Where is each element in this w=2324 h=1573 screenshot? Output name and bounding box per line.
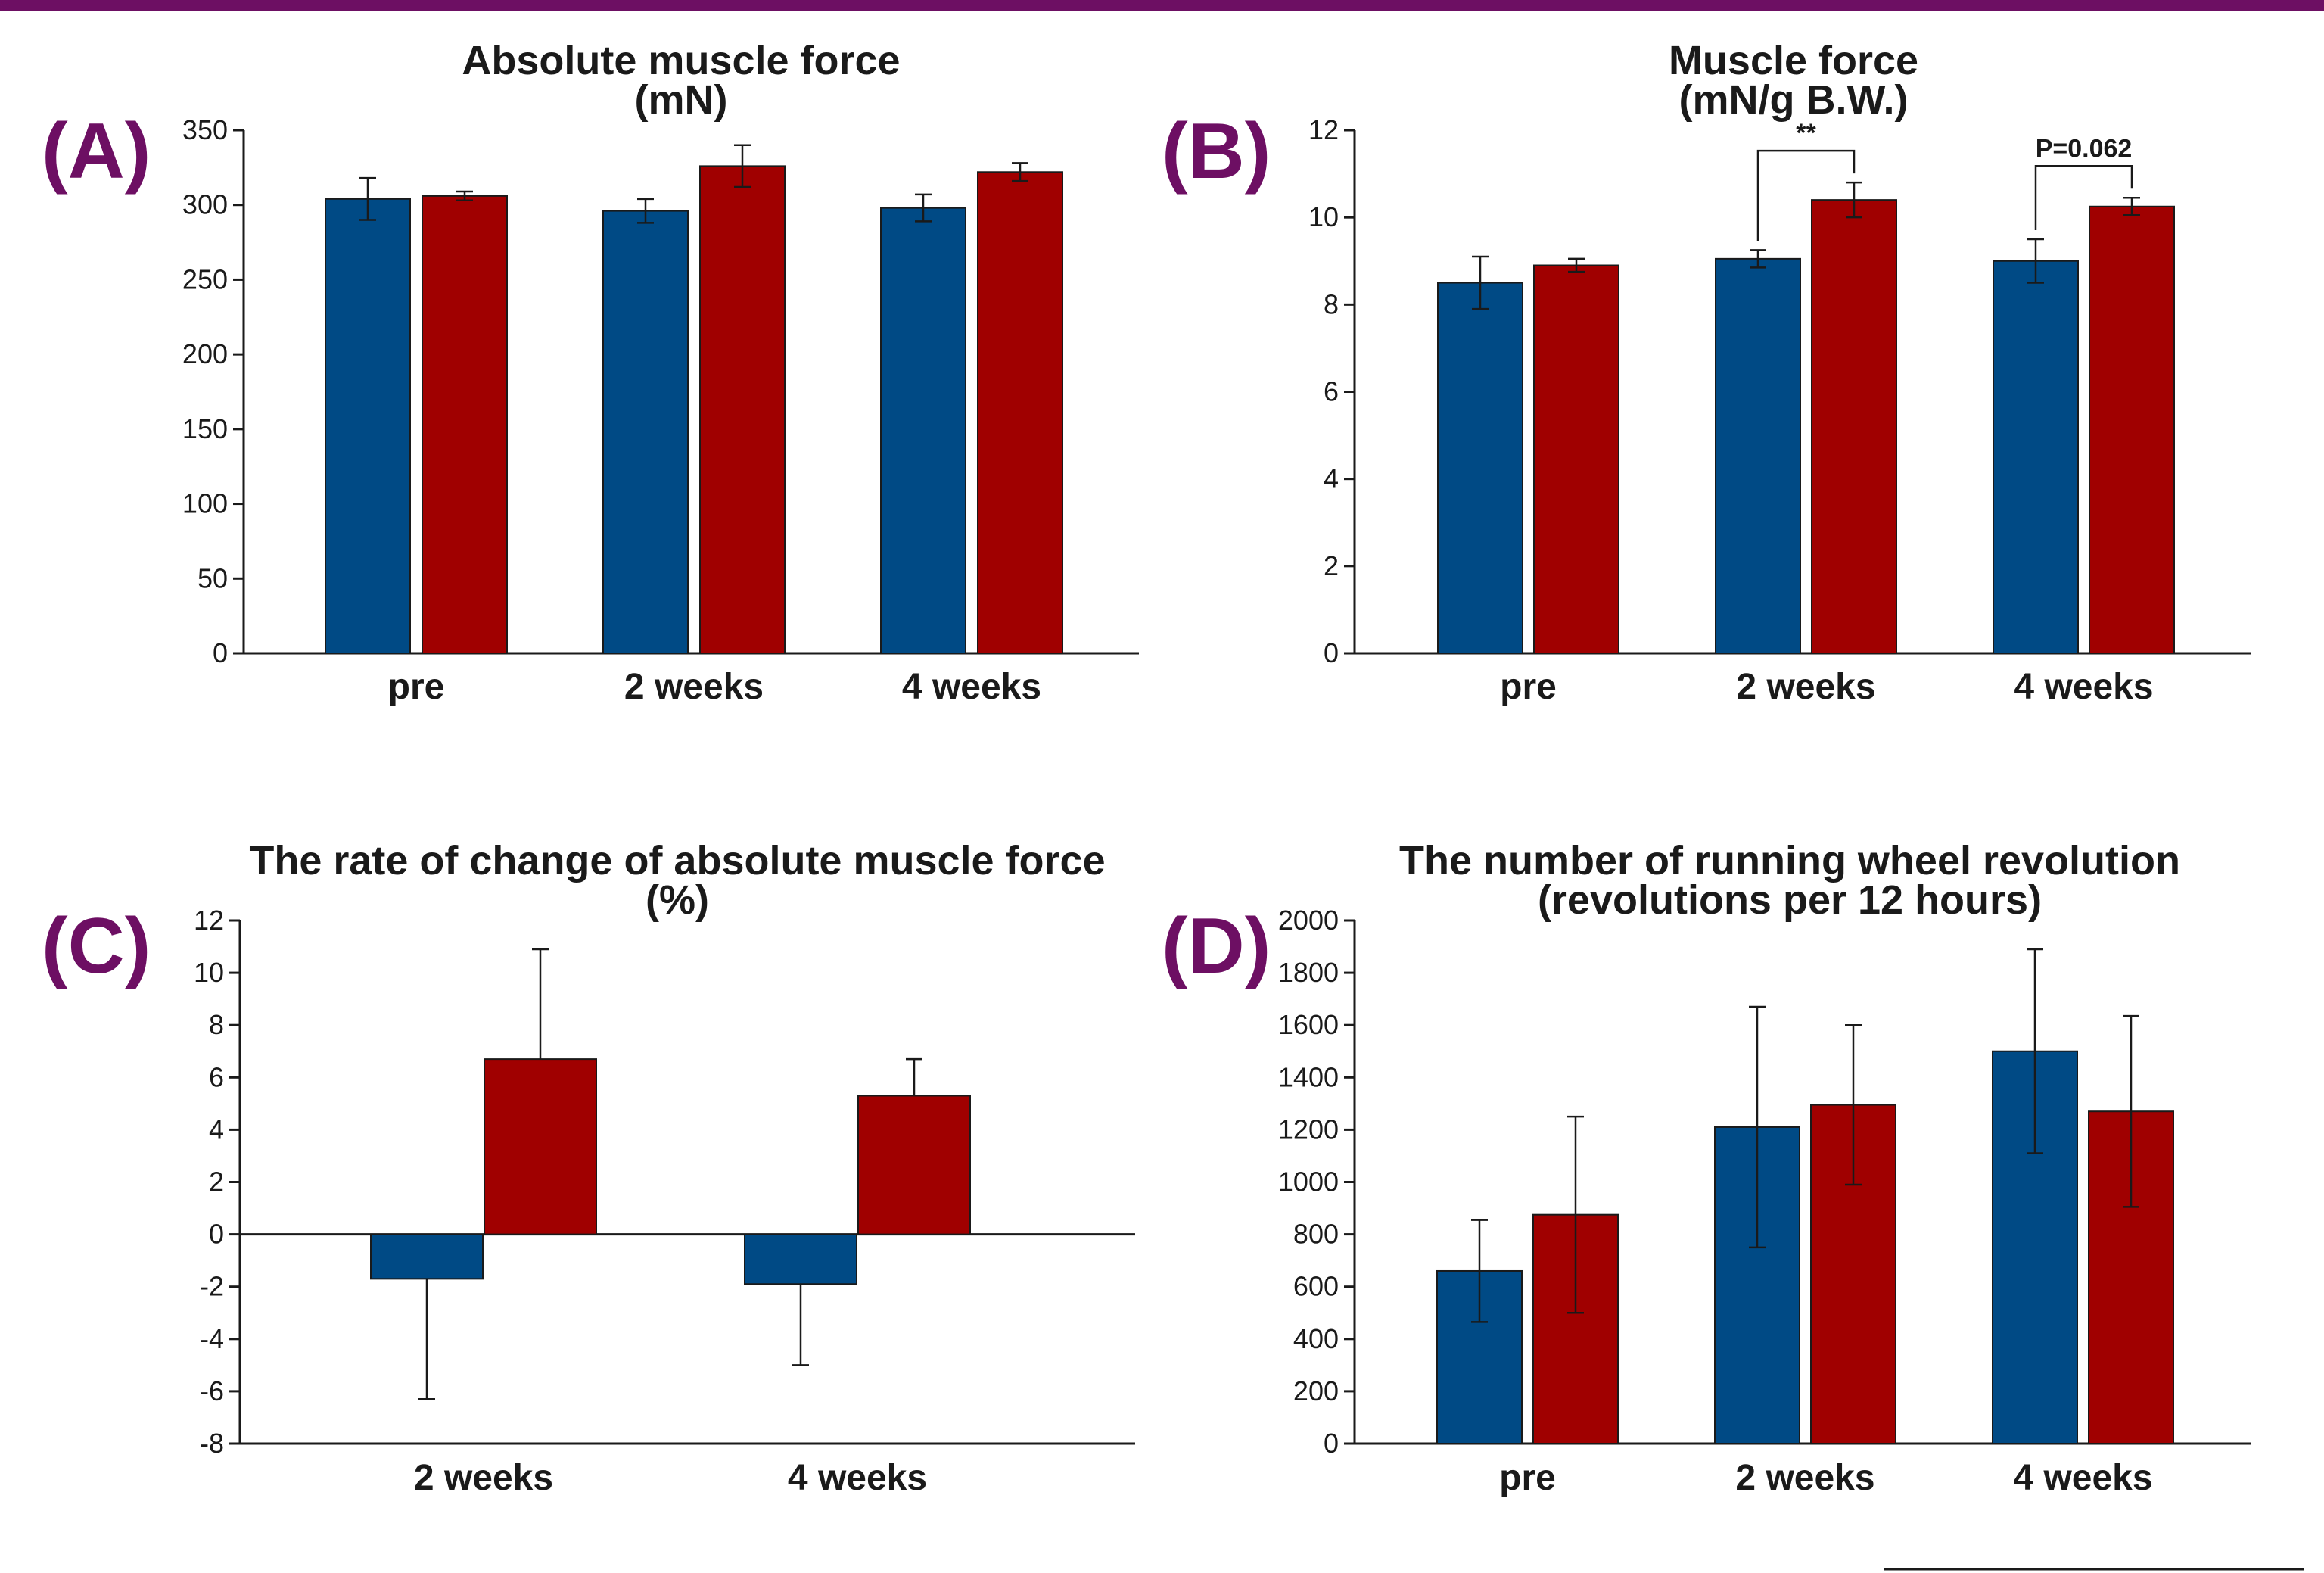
panel-a-bar-red (977, 171, 1063, 654)
panel-a-y-tick-label: 100 (182, 488, 228, 519)
panel-a-y-tick-label: 0 (213, 637, 228, 668)
panel-c-y-tick-label: 0 (209, 1219, 224, 1250)
panel-b-y-tick-label: 4 (1324, 463, 1339, 494)
panel-c-category-label: 2 weeks (414, 1458, 553, 1498)
panel-a-y-tick-label: 250 (182, 263, 228, 294)
panel-c-category-label: 4 weeks (788, 1458, 927, 1498)
panel-a-bar-blue (325, 198, 411, 654)
panel-c-y-tick-label: 10 (194, 957, 224, 988)
panel-a-category-label: 2 weeks (624, 667, 764, 707)
panel-b-significance-label: P=0.062 (2036, 134, 2133, 163)
panel-b-category-label: 4 weeks (2014, 667, 2153, 707)
panel-a-chart: (A) Absolute muscle force (mN) 0 50 100 150… (42, 38, 1139, 707)
panel-b-bar-blue (1993, 260, 2079, 654)
panel-c-y-tick-label: 6 (209, 1061, 224, 1092)
panel-a-y-tick-label: 150 (182, 413, 228, 444)
panel-b-significance-bracket (2034, 165, 2133, 230)
panel-d-y-tick-label: 400 (1293, 1323, 1339, 1354)
panel-b-bar-blue (1715, 257, 1801, 654)
panel-c-bar-red (484, 1058, 597, 1235)
panel-a-bar-red (422, 195, 508, 654)
panel-c-y-tick-label: -4 (200, 1323, 224, 1354)
panel-d-y-tick-label: 0 (1324, 1428, 1339, 1459)
panel-b-bar-blue (1437, 282, 1523, 654)
panel-a-title: Absolute muscle force (462, 38, 900, 83)
panel-c-subtitle: (%) (646, 877, 709, 923)
panel-a-y-tick-label: 50 (198, 562, 228, 593)
panel-c-y-tick-label: 2 (209, 1167, 224, 1198)
panel-b-bar-red (1533, 264, 1619, 654)
panel-d-category-label: pre (1499, 1458, 1556, 1498)
panel-c-bar-red (857, 1095, 971, 1235)
panel-d-label: (D) (1162, 902, 1271, 990)
panel-c-y-tick-label: 12 (194, 905, 224, 936)
panel-d-category-label: 2 weeks (1735, 1458, 1874, 1498)
panel-a-category-label: pre (388, 667, 445, 707)
panel-b-subtitle: (mN/g B.W.) (1679, 77, 1909, 123)
panel-d-y-tick-label: 1200 (1278, 1114, 1339, 1145)
panel-b-bar-red (2089, 205, 2175, 655)
panel-d-y-tick-label: 1800 (1278, 957, 1339, 988)
panel-a-subtitle: (mN) (635, 77, 728, 123)
panel-b-y-tick-label: 8 (1324, 288, 1339, 319)
panel-d-y-tick-label: 200 (1293, 1375, 1339, 1406)
panel-b-bar-red (1811, 199, 1897, 654)
panel-d-chart: (D) The number of running wheel revoluti… (1162, 838, 2251, 1498)
panel-d-subtitle: (revolutions per 12 hours) (1538, 877, 2042, 923)
panel-a-bar-blue (602, 210, 689, 654)
panel-b-y-tick-label: 2 (1324, 550, 1339, 581)
panel-b-chart: (B) Muscle force (mN/g B.W.) 0 2 4 6 8 10 12 pr… (1162, 38, 2251, 707)
panel-b-y-tick-label: 6 (1324, 376, 1339, 407)
panel-d-y-tick-label: 800 (1293, 1219, 1339, 1250)
panel-d-y-tick-label: 2000 (1278, 905, 1339, 936)
panel-c-bar-blue (744, 1233, 857, 1285)
panel-a-category-label: 4 weeks (902, 667, 1041, 707)
panel-b-label: (B) (1162, 107, 1271, 195)
panel-b-y-tick-label: 0 (1324, 637, 1339, 668)
panel-b-significance-bracket (1756, 149, 1856, 241)
panel-d-y-tick-label: 1600 (1278, 1009, 1339, 1040)
panel-d-y-tick-label: 600 (1293, 1271, 1339, 1302)
panel-a-bar-red (699, 165, 786, 654)
panel-c-y-tick-label: -8 (200, 1428, 224, 1459)
panel-b-category-label: pre (1500, 667, 1557, 707)
panel-d-y-tick-label: 1400 (1278, 1061, 1339, 1092)
panel-c-y-tick-label: 8 (209, 1009, 224, 1040)
panel-c-chart: (C) The rate of change of absolute muscl… (42, 838, 1135, 1498)
panel-a-y-tick-label: 350 (182, 114, 228, 145)
panel-c-bar-blue (370, 1233, 484, 1280)
top-accent-bar (0, 0, 2324, 11)
panel-a-bar-blue (880, 207, 966, 655)
panel-a-y-tick-label: 300 (182, 189, 228, 220)
panel-c-y-tick-label: -2 (200, 1271, 224, 1302)
panel-c-y-tick-label: 4 (209, 1114, 224, 1145)
panel-a-y-tick-label: 200 (182, 338, 228, 369)
panel-c-label: (C) (42, 902, 151, 990)
panel-b-title: Muscle force (1669, 38, 1918, 83)
panel-b-significance-label: ** (1796, 119, 1816, 148)
panel-b-category-label: 2 weeks (1736, 667, 1875, 707)
panel-b-y-tick-label: 10 (1308, 201, 1339, 232)
panel-c-title: The rate of change of absolute muscle fo… (249, 838, 1105, 883)
panel-a-label: (A) (42, 107, 151, 195)
panel-c-y-tick-label: -6 (200, 1375, 224, 1406)
panel-d-title: The number of running wheel revolution (1399, 838, 2180, 883)
panel-d-y-tick-label: 1000 (1278, 1167, 1339, 1198)
panel-b-y-tick-label: 12 (1308, 114, 1339, 145)
panel-d-category-label: 4 weeks (2013, 1458, 2152, 1498)
